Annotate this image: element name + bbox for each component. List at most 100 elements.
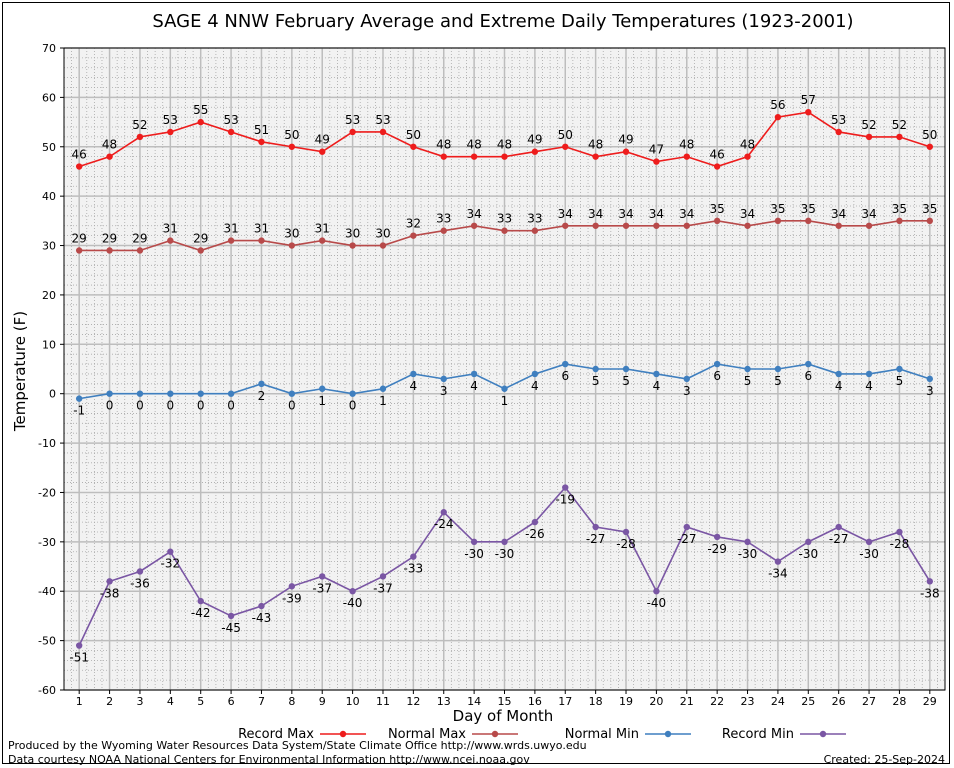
data-label: -42 <box>191 606 211 620</box>
data-label: 6 <box>804 369 812 383</box>
data-label: 1 <box>501 394 509 408</box>
data-point <box>744 222 751 229</box>
x-tick-label: 29 <box>923 695 937 708</box>
data-point <box>288 583 296 590</box>
data-label: 0 <box>349 399 357 413</box>
x-tick-label: 19 <box>619 695 633 708</box>
data-point <box>622 148 630 155</box>
data-label: 50 <box>284 128 299 142</box>
x-tick-label: 15 <box>498 695 512 708</box>
data-label: 31 <box>254 222 269 236</box>
data-label: -28 <box>616 537 636 551</box>
data-label: 34 <box>466 207 481 221</box>
data-point <box>440 153 447 160</box>
series-normal-max: 29 29 29 31 29 31 31 30 31 30 30 32 33 34 33 33 34 34 34 34… <box>72 202 937 254</box>
data-point <box>865 370 873 378</box>
y-tick-label: -40 <box>38 585 56 598</box>
data-point <box>744 538 751 546</box>
legend-marker <box>819 730 827 738</box>
x-axis-ticks: 1 2 3 4 5 6 7 8 9 10 11 12 13 14 15 16 17 18 19 20 21 22 23 24 2… <box>76 690 937 708</box>
data-point <box>835 370 842 378</box>
data-point <box>227 128 235 136</box>
x-tick-label: 23 <box>741 695 755 708</box>
data-label: 35 <box>710 202 725 216</box>
data-point <box>805 109 812 116</box>
data-point <box>622 222 630 229</box>
data-label: -51 <box>69 651 89 665</box>
data-label: -37 <box>373 581 393 595</box>
data-point <box>319 573 326 580</box>
data-point <box>805 217 812 225</box>
data-point <box>683 375 690 383</box>
data-point <box>379 385 387 392</box>
data-label: 5 <box>744 374 752 388</box>
data-point <box>835 222 842 229</box>
x-tick-label: 8 <box>288 695 295 708</box>
data-label: -19 <box>555 493 575 507</box>
data-label: -1 <box>73 404 85 418</box>
data-point <box>227 390 235 397</box>
data-label: 29 <box>193 231 208 245</box>
data-label: 3 <box>440 384 448 398</box>
y-tick-label: 70 <box>42 42 56 55</box>
data-label: 34 <box>831 207 846 221</box>
y-tick-label: -20 <box>38 486 56 499</box>
data-label: -43 <box>252 611 272 625</box>
data-label: 35 <box>770 202 785 216</box>
data-label: -29 <box>707 542 727 556</box>
data-label: 48 <box>679 138 694 152</box>
data-label: 0 <box>106 399 114 413</box>
y-axis-ticks: -60 -50 -40 -30 -20 -10 0 10 20 30 40 50 60 70 <box>38 42 64 697</box>
data-point <box>410 553 417 560</box>
data-label: 33 <box>436 212 451 226</box>
data-label: -27 <box>586 532 606 546</box>
data-point <box>470 222 478 229</box>
data-label: 48 <box>102 138 117 152</box>
data-label: 0 <box>197 399 205 413</box>
data-label: 34 <box>618 207 633 221</box>
data-label: 35 <box>801 202 816 216</box>
data-point <box>896 528 903 536</box>
data-label: 4 <box>470 379 478 393</box>
data-point <box>501 227 508 234</box>
x-tick-label: 22 <box>710 695 724 708</box>
data-point <box>410 143 417 150</box>
y-tick-label: 50 <box>42 141 56 154</box>
data-point <box>75 163 83 170</box>
data-point <box>288 390 296 397</box>
data-label: 32 <box>406 217 421 231</box>
data-point <box>896 365 903 373</box>
data-label: 34 <box>649 207 664 221</box>
data-point <box>197 390 204 397</box>
y-tick-label: 10 <box>42 338 56 351</box>
x-tick-label: 1 <box>76 695 83 708</box>
data-point <box>531 227 539 234</box>
data-point <box>531 370 539 378</box>
data-label: 31 <box>223 222 238 236</box>
data-point <box>75 642 83 649</box>
data-point <box>136 133 144 141</box>
data-label: -33 <box>404 562 424 576</box>
data-point <box>774 217 782 225</box>
data-point <box>653 158 660 165</box>
data-point <box>592 523 599 531</box>
data-label: -30 <box>859 547 879 561</box>
footer-courtesy: Data courtesy NOAA National Centers for … <box>8 753 530 766</box>
data-point <box>713 533 721 541</box>
data-label: -34 <box>768 567 788 581</box>
data-label: 3 <box>926 384 934 398</box>
x-tick-label: 17 <box>558 695 572 708</box>
data-point <box>592 222 599 229</box>
data-label: 0 <box>288 399 296 413</box>
data-label: 0 <box>167 399 175 413</box>
data-point <box>926 143 934 150</box>
data-label: 49 <box>527 133 542 147</box>
data-point <box>197 597 204 605</box>
data-point <box>562 222 569 229</box>
data-point <box>653 222 660 229</box>
x-tick-label: 27 <box>862 695 876 708</box>
data-label: -40 <box>343 596 363 610</box>
x-tick-label: 18 <box>589 695 603 708</box>
legend-marker <box>491 730 499 738</box>
